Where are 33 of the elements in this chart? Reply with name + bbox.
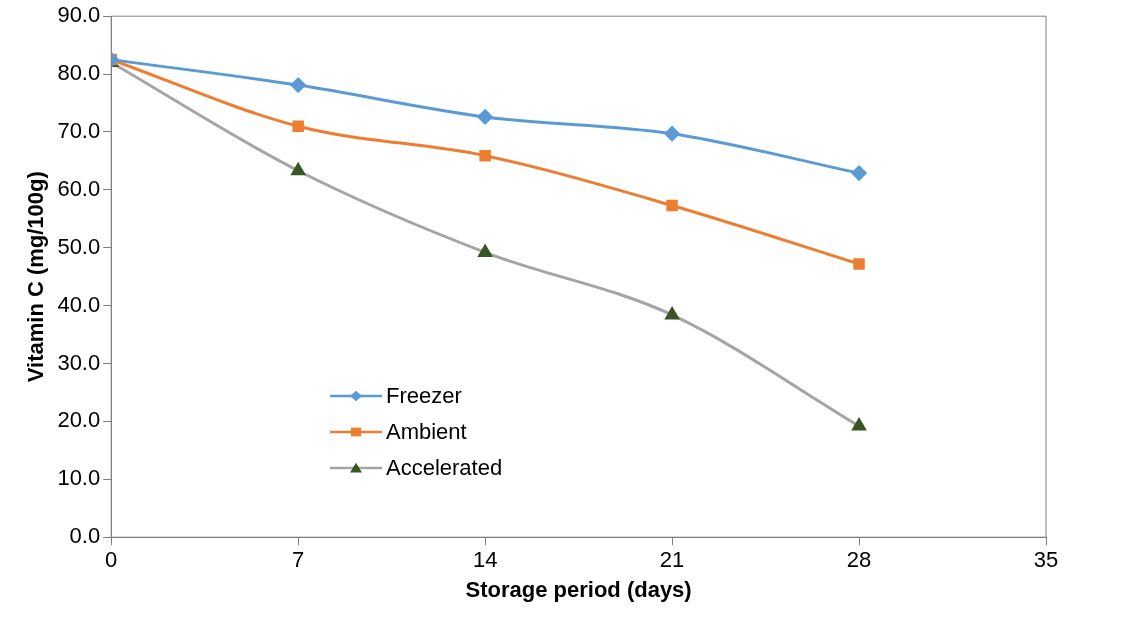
point <box>665 307 679 320</box>
point <box>479 149 491 162</box>
y-tick-label: 80.0 <box>57 60 101 86</box>
y-tick-label: 10.0 <box>57 465 101 491</box>
x-tick-label: 21 <box>659 547 685 573</box>
y-axis-title: Vitamin C (mg/100g) <box>23 171 49 383</box>
y-tick-label: 50.0 <box>57 233 101 259</box>
legend-label: Ambient <box>386 419 467 445</box>
y-tick-label: 20.0 <box>57 407 101 433</box>
x-tick-label: 35 <box>1033 547 1059 573</box>
y-tick-label: 60.0 <box>57 175 101 201</box>
point <box>478 244 492 257</box>
point <box>477 109 493 125</box>
y-tick-label: 30.0 <box>57 349 101 375</box>
point <box>853 258 865 270</box>
point <box>292 120 304 132</box>
x-tick-label: 7 <box>292 547 305 573</box>
point <box>851 165 867 181</box>
y-tick-label: 0.0 <box>69 523 101 549</box>
point <box>666 199 678 212</box>
point <box>290 77 306 93</box>
y-tick-label: 70.0 <box>57 118 101 144</box>
x-axis-title: Storage period (days) <box>465 576 692 602</box>
point <box>664 126 680 142</box>
legend-label: Accelerated <box>386 455 503 481</box>
x-tick-label: 0 <box>105 547 118 573</box>
x-tick-label: 14 <box>472 547 498 573</box>
x-tick-label: 28 <box>846 547 872 573</box>
y-tick-label: 90.0 <box>57 2 101 28</box>
legend-label: Freezer <box>386 383 462 409</box>
point <box>852 418 866 431</box>
point <box>291 163 305 176</box>
y-tick-label: 40.0 <box>57 291 101 317</box>
